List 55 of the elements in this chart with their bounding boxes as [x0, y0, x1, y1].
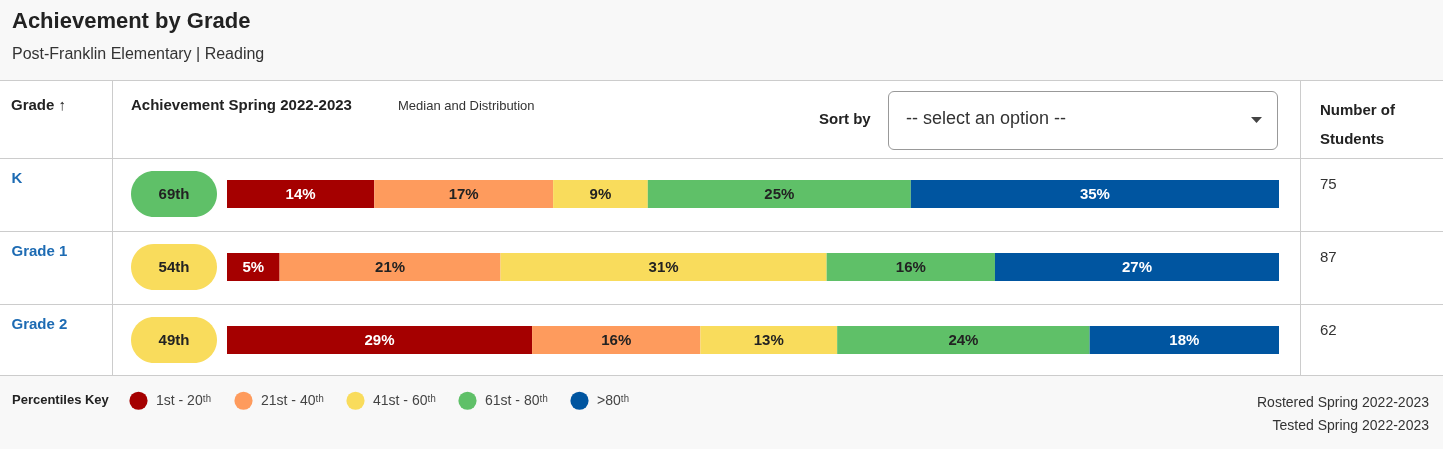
dropdown-field: -- select an option -- [888, 91, 1278, 150]
y-tick-label: Grade 1 [11, 242, 68, 259]
text: 69th [158, 184, 190, 202]
text: 49th [158, 331, 190, 349]
data-label: 18% [1169, 331, 1200, 349]
data-label: 27% [1121, 258, 1152, 275]
data-label: 21% [375, 258, 406, 275]
y-axis-title: Grade ↑ [11, 96, 67, 113]
y2-axis-title: Number of Students [1320, 100, 1396, 149]
data-label: 29% [364, 331, 395, 349]
bar [1089, 325, 1279, 355]
y-tick-label: K [11, 168, 23, 186]
legend-label: 21st - 40ᵗʰ [261, 391, 324, 408]
data-label: 17% [448, 184, 479, 202]
bar [227, 325, 533, 355]
legend-label: 41st - 60ᵗʰ [373, 391, 436, 408]
bar [374, 179, 554, 209]
bar [994, 252, 1279, 282]
text: Tested Spring 2022-2023 [1272, 417, 1429, 433]
x-axis-title: Achievement Spring 2022-2023 [131, 96, 352, 113]
bar [700, 325, 838, 355]
bar [227, 179, 375, 209]
data-label: 13% [753, 331, 784, 349]
bar [532, 325, 701, 355]
bar [227, 252, 280, 282]
data-label: 25% [764, 184, 795, 202]
bar [910, 179, 1279, 209]
chart-subtitle: Post-Franklin Elementary | Reading [12, 45, 265, 63]
text: 62 [1320, 321, 1337, 339]
bar [500, 252, 827, 282]
legend-label: >80ᵗʰ [597, 391, 630, 408]
legend-label: 1st - 20ᵗʰ [156, 391, 212, 408]
text: 75 [1320, 174, 1337, 192]
data-label: 35% [1079, 184, 1110, 202]
text: 54th [158, 258, 190, 275]
bar [279, 252, 501, 282]
data-label: 14% [285, 184, 316, 202]
bar [553, 179, 648, 209]
data-label: 9% [589, 184, 612, 202]
data-label: 5% [242, 258, 265, 275]
text: 87 [1320, 248, 1337, 265]
data-label: 31% [648, 258, 679, 275]
bar [837, 325, 1090, 355]
data-label: 16% [601, 331, 632, 349]
y-tick-label: Grade 2 [11, 315, 68, 333]
chart-title: Achievement by Grade [12, 8, 251, 34]
data-label: 24% [948, 331, 979, 349]
text: Sort by [819, 110, 871, 127]
legend-title: Percentiles Key [12, 392, 110, 407]
bar [826, 252, 995, 282]
text: Rostered Spring 2022-2023 [1256, 394, 1429, 410]
data-label: 16% [895, 258, 926, 275]
text: Median and Distribution [398, 98, 535, 113]
legend-label: 61st - 80ᵗʰ [485, 391, 548, 408]
bar [647, 179, 911, 209]
